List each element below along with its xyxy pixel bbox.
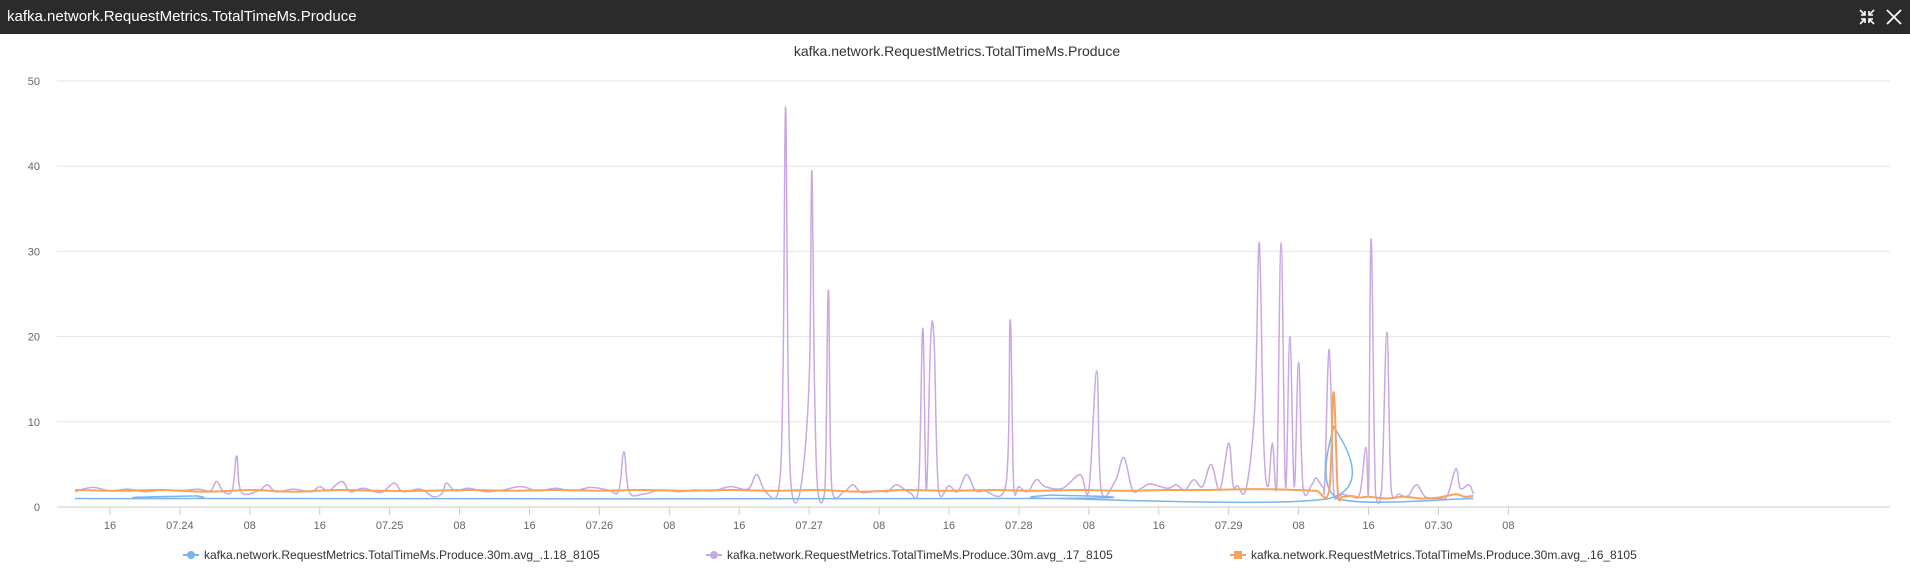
series-lines [74, 105, 1475, 504]
x-tick-label: 07.28 [1005, 520, 1033, 532]
x-tick-label: 07.30 [1425, 520, 1453, 532]
series-line-1 [74, 105, 1475, 504]
y-tick-label: 10 [28, 417, 40, 429]
x-tick-label: 07.26 [586, 520, 614, 532]
legend-square-symbol [1234, 551, 1242, 559]
close-icon[interactable] [1879, 2, 1909, 32]
y-tick-label: 30 [28, 246, 40, 258]
window-titlebar: kafka.network.RequestMetrics.TotalTimeMs… [0, 0, 1910, 34]
legend: kafka.network.RequestMetrics.TotalTimeMs… [183, 548, 1637, 562]
collapse-icon[interactable] [1852, 2, 1882, 32]
x-tick-label: 16 [314, 520, 326, 532]
x-tick-label: 16 [1362, 520, 1374, 532]
grid [57, 80, 1890, 508]
legend-item[interactable]: kafka.network.RequestMetrics.TotalTimeMs… [183, 548, 600, 562]
x-tick-label: 16 [733, 520, 745, 532]
legend-item[interactable]: kafka.network.RequestMetrics.TotalTimeMs… [1230, 548, 1637, 562]
series-line-0 [74, 425, 1474, 504]
x-tick-label: 08 [663, 520, 675, 532]
x-tick-label: 16 [943, 520, 955, 532]
series-line-2 [74, 390, 1474, 502]
y-axis: 0 10 20 30 40 50 [28, 76, 40, 514]
x-tick-label: 08 [244, 520, 256, 532]
x-tick-label: 07.25 [376, 520, 404, 532]
x-tick-label: 16 [1153, 520, 1165, 532]
x-tick-label: 16 [523, 520, 535, 532]
legend-item[interactable]: kafka.network.RequestMetrics.TotalTimeMs… [706, 548, 1113, 562]
x-tick-label: 07.27 [795, 520, 823, 532]
chart-title: kafka.network.RequestMetrics.TotalTimeMs… [794, 43, 1120, 59]
legend-label: kafka.network.RequestMetrics.TotalTimeMs… [727, 548, 1113, 562]
x-tick-label: 08 [453, 520, 465, 532]
x-tick-label: 08 [1083, 520, 1095, 532]
y-tick-label: 50 [28, 76, 40, 88]
chart: kafka.network.RequestMetrics.TotalTimeMs… [28, 43, 1890, 562]
x-tick-label: 08 [873, 520, 885, 532]
x-axis: 16 07.24 08 16 07.25 08 16 07.26 08 16 07.27 08 16 07… [104, 507, 1514, 532]
x-tick-label: 08 [1292, 520, 1304, 532]
window-title: kafka.network.RequestMetrics.TotalTimeMs… [7, 8, 357, 25]
x-tick-label: 16 [104, 520, 116, 532]
legend-dot-symbol [187, 551, 195, 559]
y-tick-label: 0 [34, 502, 40, 514]
y-tick-label: 20 [28, 332, 40, 344]
legend-label: kafka.network.RequestMetrics.TotalTimeMs… [204, 548, 600, 562]
legend-dot-symbol [710, 551, 718, 559]
x-tick-label: 08 [1502, 520, 1514, 532]
y-tick-label: 40 [28, 161, 40, 173]
legend-label: kafka.network.RequestMetrics.TotalTimeMs… [1251, 548, 1637, 562]
x-tick-label: 07.24 [166, 520, 194, 532]
x-tick-label: 07.29 [1215, 520, 1243, 532]
